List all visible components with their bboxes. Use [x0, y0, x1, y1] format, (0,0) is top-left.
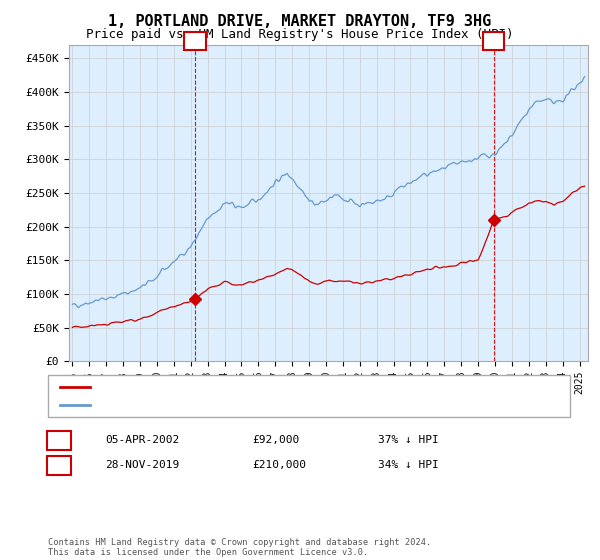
Text: HPI: Average price, detached house, Shropshire: HPI: Average price, detached house, Shro… — [102, 400, 389, 409]
Text: 2: 2 — [56, 460, 64, 470]
Text: Price paid vs. HM Land Registry's House Price Index (HPI): Price paid vs. HM Land Registry's House … — [86, 28, 514, 41]
Text: £210,000: £210,000 — [252, 460, 306, 470]
Text: 1, PORTLAND DRIVE, MARKET DRAYTON, TF9 3HG (detached house): 1, PORTLAND DRIVE, MARKET DRAYTON, TF9 3… — [102, 382, 471, 392]
Text: 34% ↓ HPI: 34% ↓ HPI — [378, 460, 439, 470]
Text: 2: 2 — [490, 36, 497, 46]
Text: 37% ↓ HPI: 37% ↓ HPI — [378, 435, 439, 445]
Text: 05-APR-2002: 05-APR-2002 — [105, 435, 179, 445]
Text: 28-NOV-2019: 28-NOV-2019 — [105, 460, 179, 470]
Text: Contains HM Land Registry data © Crown copyright and database right 2024.
This d: Contains HM Land Registry data © Crown c… — [48, 538, 431, 557]
Text: 1, PORTLAND DRIVE, MARKET DRAYTON, TF9 3HG: 1, PORTLAND DRIVE, MARKET DRAYTON, TF9 3… — [109, 14, 491, 29]
Text: 1: 1 — [192, 36, 199, 46]
Text: £92,000: £92,000 — [252, 435, 299, 445]
Text: 1: 1 — [56, 435, 64, 445]
